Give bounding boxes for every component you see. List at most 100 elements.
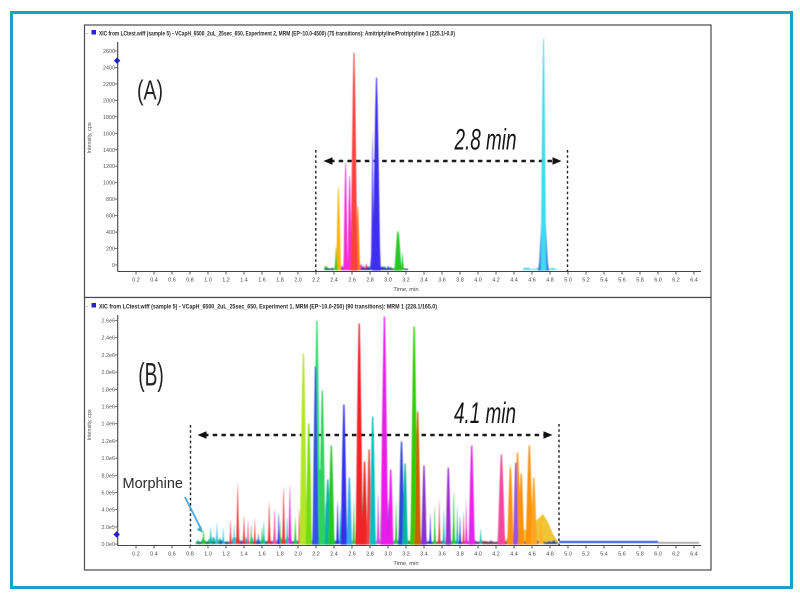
svg-text:3.0: 3.0 xyxy=(384,552,392,558)
svg-text:2.8: 2.8 xyxy=(366,552,374,558)
svg-text:5.2: 5.2 xyxy=(582,278,590,284)
svg-text:5.0: 5.0 xyxy=(564,278,572,284)
svg-text:4.8: 4.8 xyxy=(546,278,554,284)
svg-text:1.2e6: 1.2e6 xyxy=(102,439,116,445)
svg-text:XIC from LCtest.wiff (sample 5: XIC from LCtest.wiff (sample 5) - VCapH_… xyxy=(99,305,437,311)
svg-text:4.4: 4.4 xyxy=(510,278,518,284)
svg-text:0.8: 0.8 xyxy=(186,278,194,284)
svg-text:4.0: 4.0 xyxy=(474,552,482,558)
svg-text:4.4: 4.4 xyxy=(510,552,518,558)
svg-text:6.0: 6.0 xyxy=(654,552,662,558)
svg-text:200: 200 xyxy=(106,247,115,253)
svg-text:1.2: 1.2 xyxy=(222,552,230,558)
svg-text:3.8: 3.8 xyxy=(456,552,464,558)
svg-text:5.4: 5.4 xyxy=(600,278,608,284)
svg-text:2.4: 2.4 xyxy=(330,278,338,284)
svg-text:6.0e5: 6.0e5 xyxy=(102,491,116,497)
svg-text:6.2: 6.2 xyxy=(672,552,680,558)
svg-text:4.2: 4.2 xyxy=(492,552,500,558)
svg-text:0.4: 0.4 xyxy=(150,552,158,558)
svg-text:2.8 min: 2.8 min xyxy=(454,123,517,157)
svg-text:1000: 1000 xyxy=(103,181,115,187)
svg-text:2.2e6: 2.2e6 xyxy=(102,353,116,359)
svg-text:0.6: 0.6 xyxy=(168,278,176,284)
svg-text:2.6: 2.6 xyxy=(348,552,356,558)
svg-text:8.0e5: 8.0e5 xyxy=(102,473,116,479)
svg-text:1.0: 1.0 xyxy=(204,552,212,558)
svg-text:2600: 2600 xyxy=(103,49,115,55)
svg-text:2200: 2200 xyxy=(103,82,115,88)
svg-text:6.0: 6.0 xyxy=(654,278,662,284)
svg-text:0.0e0: 0.0e0 xyxy=(102,542,116,548)
svg-text:-: - xyxy=(86,305,88,311)
svg-text:3.6: 3.6 xyxy=(438,552,446,558)
svg-text:5.4: 5.4 xyxy=(600,552,608,558)
svg-text:6.4: 6.4 xyxy=(690,552,698,558)
svg-text:0: 0 xyxy=(112,263,115,269)
svg-text:3.2: 3.2 xyxy=(402,278,410,284)
svg-text:2.6e6: 2.6e6 xyxy=(102,319,116,325)
svg-text:2.0e6: 2.0e6 xyxy=(102,370,116,376)
svg-text:1.4: 1.4 xyxy=(240,278,248,284)
svg-text:2.2: 2.2 xyxy=(312,552,320,558)
svg-text:Morphine: Morphine xyxy=(123,476,183,492)
svg-text:4.6: 4.6 xyxy=(528,552,536,558)
svg-text:1200: 1200 xyxy=(103,164,115,170)
svg-text:0.2: 0.2 xyxy=(132,552,140,558)
svg-text:Time, min: Time, min xyxy=(393,287,418,293)
svg-text:1.8: 1.8 xyxy=(276,552,284,558)
svg-text:0.4: 0.4 xyxy=(150,278,158,284)
svg-text:1.0: 1.0 xyxy=(204,278,212,284)
svg-text:5.6: 5.6 xyxy=(618,278,626,284)
svg-text:XIC from LCtest.wiff (sample 5: XIC from LCtest.wiff (sample 5) - VCapH_… xyxy=(99,32,455,38)
svg-text:5.8: 5.8 xyxy=(636,552,644,558)
svg-text:(A): (A) xyxy=(137,75,163,106)
svg-text:1400: 1400 xyxy=(103,148,115,154)
svg-text:3.0: 3.0 xyxy=(384,278,392,284)
svg-text:2.2: 2.2 xyxy=(312,278,320,284)
svg-text:5.6: 5.6 xyxy=(618,552,626,558)
svg-text:3.2: 3.2 xyxy=(402,552,410,558)
svg-text:6.4: 6.4 xyxy=(690,278,698,284)
svg-text:5.2: 5.2 xyxy=(582,552,590,558)
svg-text:1.2: 1.2 xyxy=(222,278,230,284)
svg-text:4.0: 4.0 xyxy=(474,278,482,284)
svg-text:2400: 2400 xyxy=(103,66,115,72)
svg-text:2.0: 2.0 xyxy=(294,552,302,558)
svg-text:1.6: 1.6 xyxy=(258,278,266,284)
svg-text:4.6: 4.6 xyxy=(528,278,536,284)
svg-text:2.4e6: 2.4e6 xyxy=(102,336,116,342)
svg-text:Time, min: Time, min xyxy=(393,561,418,567)
svg-text:1.6e6: 1.6e6 xyxy=(102,405,116,411)
svg-text:Intensity, cps: Intensity, cps xyxy=(87,122,93,153)
svg-text:2.0: 2.0 xyxy=(294,278,302,284)
svg-text:1.6: 1.6 xyxy=(258,552,266,558)
svg-text:2.8: 2.8 xyxy=(366,278,374,284)
svg-text:1.8: 1.8 xyxy=(276,278,284,284)
svg-text:2000: 2000 xyxy=(103,98,115,104)
svg-text:3.4: 3.4 xyxy=(420,278,428,284)
svg-text:2.4: 2.4 xyxy=(330,552,338,558)
svg-text:1600: 1600 xyxy=(103,131,115,137)
svg-text:4.2: 4.2 xyxy=(492,278,500,284)
svg-text:1.0e6: 1.0e6 xyxy=(102,456,116,462)
svg-text:1.4e6: 1.4e6 xyxy=(102,422,116,428)
svg-text:2.0e5: 2.0e5 xyxy=(102,525,116,531)
svg-text:4.1 min: 4.1 min xyxy=(454,397,516,431)
svg-text:3.8: 3.8 xyxy=(456,278,464,284)
svg-text:600: 600 xyxy=(106,214,115,220)
svg-text:0.6: 0.6 xyxy=(168,552,176,558)
svg-text:1800: 1800 xyxy=(103,115,115,121)
svg-text:5.8: 5.8 xyxy=(636,278,644,284)
svg-text:2.6: 2.6 xyxy=(348,278,356,284)
svg-text:0.2: 0.2 xyxy=(132,278,140,284)
svg-text:3.4: 3.4 xyxy=(420,552,428,558)
svg-text:6.2: 6.2 xyxy=(672,278,680,284)
svg-text:Intensity, cps: Intensity, cps xyxy=(87,409,93,440)
svg-text:1.8e6: 1.8e6 xyxy=(102,387,116,393)
svg-text:5.0: 5.0 xyxy=(564,552,572,558)
svg-text:-: - xyxy=(86,32,88,38)
svg-text:(B): (B) xyxy=(138,356,164,392)
svg-text:4.0e5: 4.0e5 xyxy=(102,508,116,514)
svg-text:1.4: 1.4 xyxy=(240,552,248,558)
